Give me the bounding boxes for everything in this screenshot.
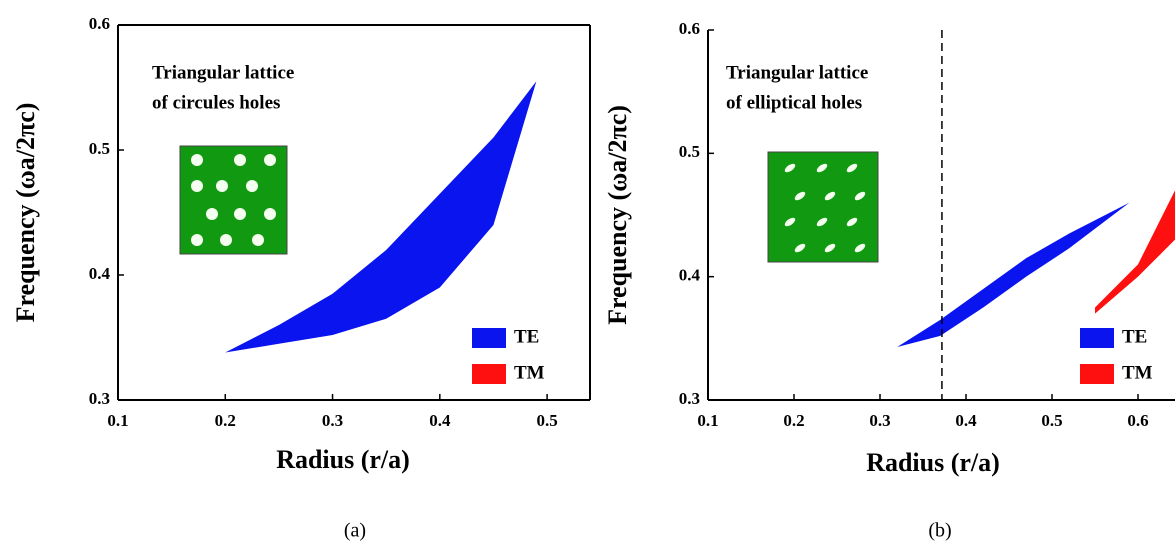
y-tick-label: 0.3 — [679, 389, 700, 408]
x-tick-label: 0.1 — [697, 411, 718, 430]
y-tick-label: 0.5 — [89, 139, 110, 158]
legend-label: TE — [514, 326, 539, 347]
inset-b — [767, 151, 879, 263]
y-tick-label: 0.4 — [89, 264, 111, 283]
x-tick-label: 0.3 — [869, 411, 890, 430]
legend-label: TM — [514, 362, 545, 383]
legend-swatch — [1080, 328, 1114, 348]
y-tick-label: 0.4 — [679, 266, 701, 285]
x-tick-label: 0.4 — [429, 411, 451, 430]
y-tick-label: 0.6 — [89, 14, 110, 33]
annotation: Triangular lattice — [726, 62, 868, 83]
legend-swatch — [1080, 364, 1114, 384]
x-tick-label: 0.2 — [783, 411, 804, 430]
legend-swatch — [472, 364, 506, 384]
gap-region — [225, 81, 537, 353]
x-axis-label: Radius (r/a) — [276, 445, 410, 474]
x-tick-label: 0.1 — [107, 411, 128, 430]
legend-label: TE — [1122, 326, 1147, 347]
annotation: Triangular lattice — [152, 62, 294, 83]
x-tick-label: 0.2 — [215, 411, 236, 430]
y-axis-label: Frequency (ωa/2πc) — [603, 105, 632, 325]
caption: (b) — [928, 520, 951, 542]
gap-region — [1095, 190, 1175, 314]
x-axis-label: Radius (r/a) — [866, 448, 1000, 477]
caption: (a) — [344, 520, 366, 542]
y-axis-label: Frequency (ωa/2πc) — [11, 103, 40, 323]
inset-a — [179, 145, 288, 255]
x-tick-label: 0.6 — [1127, 411, 1148, 430]
y-tick-label: 0.6 — [679, 19, 700, 38]
x-tick-label: 0.3 — [322, 411, 343, 430]
annotation: of elliptical holes — [726, 92, 862, 113]
x-tick-label: 0.4 — [955, 411, 977, 430]
legend-swatch — [472, 328, 506, 348]
x-tick-label: 0.5 — [536, 411, 557, 430]
annotation: of circules holes — [152, 92, 280, 113]
y-tick-label: 0.3 — [89, 389, 110, 408]
gap-region — [897, 202, 1130, 347]
legend-label: TM — [1122, 362, 1153, 383]
x-tick-label: 0.5 — [1041, 411, 1062, 430]
y-tick-label: 0.5 — [679, 142, 700, 161]
